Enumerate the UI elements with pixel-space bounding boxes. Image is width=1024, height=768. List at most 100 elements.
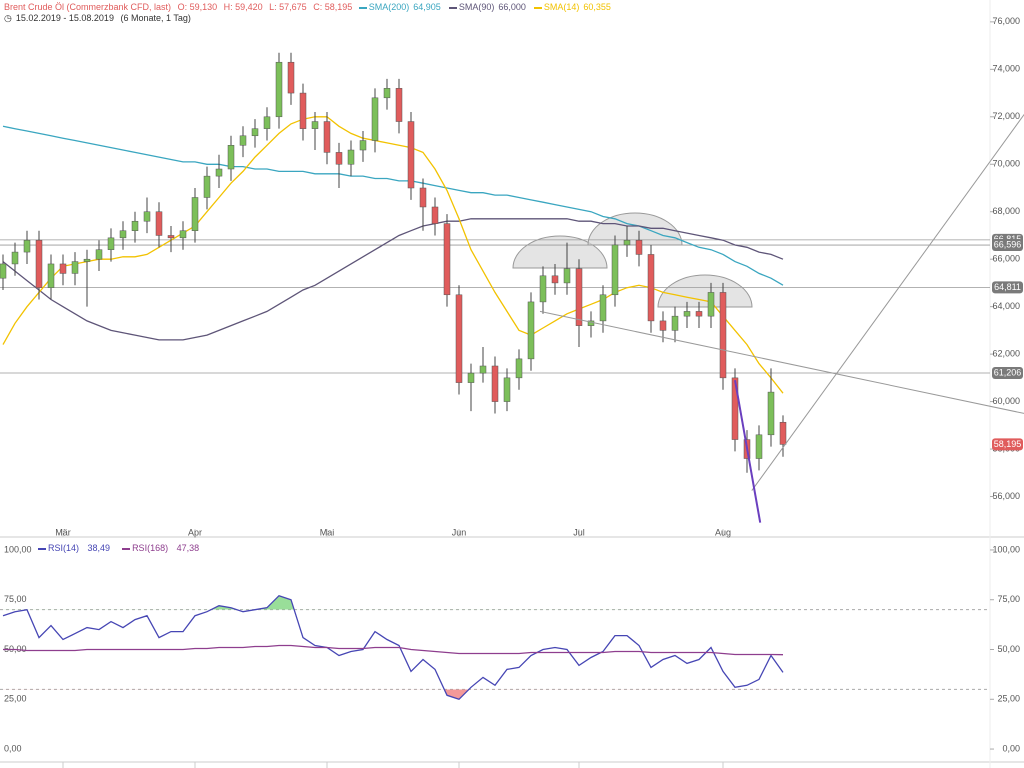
legend-value: 66,000 [498, 2, 526, 12]
indicator-line [2, 125, 784, 286]
level-tag [992, 281, 1023, 294]
y-tick-label: 100,00 [992, 544, 1020, 554]
y-tick-label: 50,00 [997, 644, 1020, 654]
candle-body [479, 365, 487, 374]
legend-name: RSI(168) [132, 543, 169, 553]
candle-body [719, 292, 727, 379]
candle-body [467, 372, 475, 383]
legend-name: SMA(90) [458, 2, 495, 12]
candle-body [515, 358, 523, 379]
legend-name: SMA(200) [368, 2, 410, 12]
header: Brent Crude Öl (Commerzbank CFD, last) O… [4, 2, 619, 24]
candle-body [359, 140, 367, 151]
x-tick-label: Mär [55, 527, 71, 537]
legend-value: 64,905 [413, 2, 441, 12]
level-tag-label: 66,596 [994, 239, 1022, 249]
candle-body [407, 121, 415, 189]
candle-body [527, 301, 535, 360]
oversold-fill [444, 689, 469, 700]
candle-body [539, 275, 547, 303]
candle-body [11, 251, 19, 265]
legend-value: 60,355 [583, 2, 611, 12]
x-tick-label: Aug [715, 527, 731, 537]
y-tick-label-left: 25,00 [4, 694, 27, 704]
y-tick-label-left: 0,00 [4, 743, 22, 753]
y-tick-label: 0,00 [1002, 743, 1020, 753]
candle-body [131, 220, 139, 231]
candle-body [0, 263, 7, 279]
resistance-shape [587, 212, 683, 246]
candle-body [59, 263, 67, 274]
y-tick-label: 64,000 [992, 301, 1020, 311]
legend-item: SMA(90) 66,000 [448, 2, 530, 12]
candle-body [311, 121, 319, 129]
candle-body [227, 145, 235, 170]
ohlc-close: C: 58,195 [313, 2, 353, 12]
indicator-line [2, 116, 784, 394]
candle-body [371, 97, 379, 141]
legend-item: RSI(168) 47,38 [122, 543, 205, 553]
candle-body [239, 135, 247, 146]
candle-body [635, 239, 643, 255]
x-tick-label: Mai [320, 527, 335, 537]
candle-body [71, 261, 79, 274]
candle-body [671, 315, 679, 331]
candle-body [323, 121, 331, 153]
level-tag [992, 366, 1023, 379]
candle-body [551, 275, 559, 284]
candle-body [731, 377, 739, 440]
legend-value: 47,38 [176, 543, 200, 553]
last-price-label: 58,195 [994, 439, 1022, 449]
candle-body [419, 187, 427, 208]
candle-body [335, 152, 343, 165]
candle-body [443, 223, 451, 296]
trend-line [751, 114, 1024, 491]
candle-body [119, 230, 127, 239]
candle-body [179, 230, 187, 239]
resistance-shape [657, 274, 753, 308]
level-tag-label: 64,811 [994, 282, 1021, 292]
indicator-line [2, 594, 784, 701]
candle-body [767, 391, 775, 436]
legend-value: 38,49 [87, 543, 111, 553]
candle-body [167, 235, 175, 239]
y-tick-label: 60,000 [992, 396, 1020, 406]
y-tick-label: 76,000 [992, 16, 1020, 26]
candle-body [695, 311, 703, 317]
legend-name: SMA(14) [543, 2, 580, 12]
candle-body [263, 116, 271, 129]
candle-body [23, 239, 31, 253]
y-tick-label: 70,000 [992, 159, 1020, 169]
candle-body [347, 149, 355, 165]
candle-body [599, 294, 607, 322]
candle-body [299, 92, 307, 129]
candle-body [251, 128, 259, 137]
level-tag-label: 61,206 [994, 367, 1022, 377]
candle-body [83, 258, 91, 262]
legend-swatch [533, 6, 542, 9]
clock-icon: ◷ [4, 13, 12, 23]
legend-item: RSI(14) 38,49 [38, 543, 116, 553]
candle-body [143, 211, 151, 222]
candle-body [287, 61, 295, 94]
y-tick-label-left: 75,00 [4, 594, 27, 604]
y-tick-label: 68,000 [992, 206, 1020, 216]
instrument-title: Brent Crude Öl (Commerzbank CFD, last) [4, 2, 172, 12]
trend-line [734, 380, 762, 523]
candle-body [575, 268, 583, 326]
y-tick-label: 62,000 [992, 348, 1020, 358]
y-tick-label: 75,00 [997, 594, 1020, 604]
candle-body [647, 254, 655, 322]
candle-body [623, 239, 631, 246]
period: (6 Monate, 1 Tag) [120, 13, 191, 23]
last-price-tag [992, 438, 1023, 451]
legend-item: SMA(14) 60,355 [533, 2, 615, 12]
legend-swatch [448, 6, 457, 9]
legend-swatch [358, 6, 367, 9]
y-tick-label: 72,000 [992, 111, 1020, 121]
x-tick-label: Jun [452, 527, 467, 537]
resistance-shape [512, 235, 608, 269]
candle-body [455, 294, 463, 383]
candle-body [95, 249, 103, 260]
